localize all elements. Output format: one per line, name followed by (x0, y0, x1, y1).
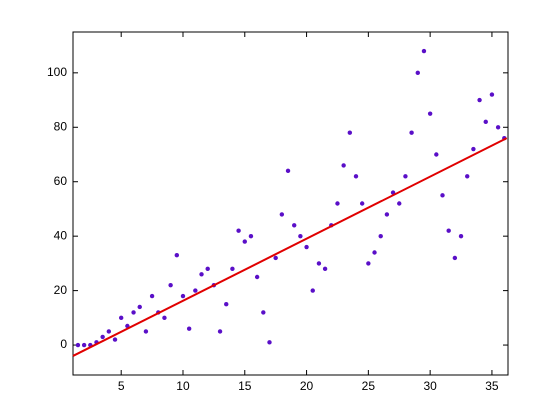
point (162, 315, 167, 321)
point (205, 266, 210, 272)
point (193, 288, 198, 293)
point (118, 315, 124, 321)
point (143, 329, 149, 334)
point (186, 326, 192, 331)
point (168, 282, 173, 288)
point (106, 329, 112, 334)
point (477, 97, 482, 103)
y-tick-label: 0 (60, 337, 67, 351)
point (285, 168, 291, 174)
trend-line (72, 137, 508, 357)
x-tick-label: 25 (362, 379, 376, 393)
point (353, 174, 359, 179)
x-tick-label: 5 (118, 379, 125, 393)
point (483, 119, 488, 125)
point (366, 261, 371, 266)
y-tick-label: 80 (54, 119, 68, 133)
point (359, 201, 365, 206)
plot-box (72, 31, 509, 376)
point (440, 193, 445, 198)
point (137, 304, 142, 310)
point (112, 337, 118, 342)
y-tick-label: 20 (54, 283, 68, 297)
point (421, 48, 427, 54)
point (267, 340, 272, 345)
point (254, 274, 260, 280)
point (446, 228, 451, 233)
x-tick-label: 10 (176, 379, 190, 393)
point (347, 130, 353, 135)
point (261, 310, 266, 315)
point (174, 253, 180, 258)
point (81, 342, 87, 348)
point (403, 174, 408, 179)
point (397, 201, 402, 206)
point (248, 233, 254, 239)
point (378, 233, 383, 239)
point (471, 146, 476, 152)
point (322, 266, 328, 272)
point (341, 163, 346, 168)
y-tick-label: 40 (54, 228, 68, 242)
point (495, 125, 501, 130)
x-tick-label: 15 (238, 379, 252, 393)
point (458, 233, 464, 239)
point (75, 342, 81, 348)
point (415, 70, 420, 76)
point (384, 212, 390, 217)
point (304, 244, 309, 250)
point (316, 261, 322, 266)
point (279, 212, 285, 217)
point (131, 310, 136, 315)
point (409, 130, 414, 135)
point (310, 288, 315, 293)
point (100, 334, 105, 340)
point (199, 272, 204, 277)
point (224, 302, 229, 307)
point (427, 111, 433, 116)
point (242, 239, 247, 244)
point (273, 255, 278, 261)
point (149, 293, 155, 299)
x-tick-label: 35 (485, 379, 499, 393)
point (217, 329, 223, 334)
y-tick-label: 100 (47, 65, 67, 79)
point (230, 266, 235, 272)
point (292, 223, 297, 228)
x-tick-label: 20 (300, 379, 314, 393)
point (335, 201, 340, 206)
point (236, 228, 241, 233)
point (452, 255, 458, 261)
point (434, 152, 439, 157)
point (372, 250, 377, 255)
x-tick-label: 30 (423, 379, 437, 393)
y-tick-label: 60 (54, 174, 68, 188)
point (489, 92, 495, 97)
point (465, 174, 470, 179)
point (298, 233, 303, 239)
point (180, 293, 186, 299)
